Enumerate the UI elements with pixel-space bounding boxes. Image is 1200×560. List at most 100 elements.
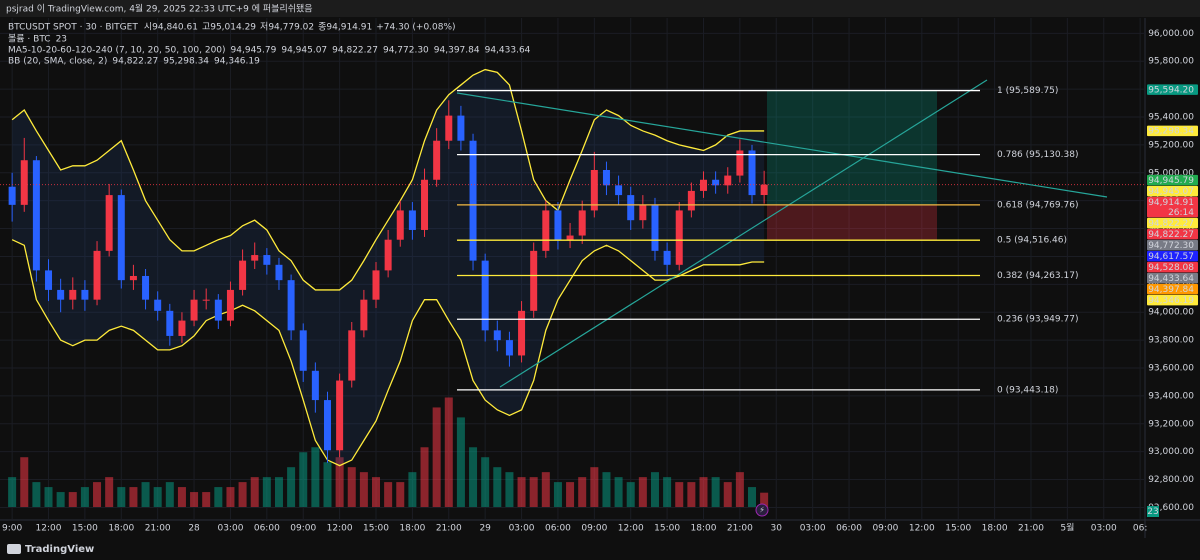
- candle-body: [627, 195, 635, 221]
- price-badge-label: 94,945.79: [1148, 176, 1194, 186]
- axes: 96,000.0095,800.0095,600.0095,400.0095,2…: [2, 29, 1198, 534]
- price-badge: [1147, 125, 1198, 137]
- candle-body: [445, 115, 453, 141]
- x-tick-label: 15:00: [654, 524, 680, 534]
- price-badge-label: 94,346.19: [1148, 296, 1194, 306]
- legend-text: +74.30 (+0.08%): [376, 23, 455, 33]
- volume-bar: [748, 487, 757, 507]
- candle-body: [117, 195, 125, 281]
- volume-bar: [529, 477, 538, 507]
- volume-bar: [687, 482, 696, 507]
- volume-bar: [456, 417, 465, 507]
- x-tick-label: 12:00: [909, 524, 935, 534]
- candle-body: [8, 186, 16, 205]
- fib-label: 0.5 (94,516.46): [997, 236, 1067, 246]
- x-tick-label: 28: [188, 524, 200, 534]
- candle-body: [566, 235, 574, 240]
- x-tick-label: 21:00: [727, 524, 753, 534]
- x-tick-label: 30: [771, 524, 783, 534]
- x-tick-label: 5월: [1060, 522, 1074, 534]
- candle-body: [311, 370, 319, 401]
- candle-body: [323, 400, 331, 451]
- price-badge-label: 94,772.30: [1148, 241, 1194, 251]
- price-badge-label: 94,397.84: [1148, 285, 1194, 295]
- x-tick-label: 09:00: [290, 524, 316, 534]
- candle-body: [712, 179, 720, 186]
- volume-bar: [505, 472, 514, 507]
- volume-bar: [699, 477, 708, 507]
- candle-body: [202, 299, 210, 301]
- volume-bar: [347, 467, 356, 507]
- x-tick-label: 21:00: [1018, 524, 1044, 534]
- legend-text: BTCUSDT SPOT · 30 · BITGET: [8, 23, 138, 33]
- y-tick-label: 94,000.00: [1148, 308, 1194, 318]
- fib-label: 0 (93,443.18): [997, 385, 1058, 395]
- volume-bar: [141, 482, 150, 507]
- legend-text: 종: [318, 22, 326, 33]
- candle-body: [699, 179, 707, 191]
- y-tick-label: 95,200.00: [1148, 140, 1194, 150]
- volume-bar: [20, 457, 29, 507]
- legend-text: 저: [260, 22, 268, 33]
- candle-body: [20, 160, 28, 205]
- candle-body: [142, 275, 150, 300]
- x-tick-label: 06:00: [254, 524, 280, 534]
- volume-bar: [553, 482, 562, 507]
- candle-body: [263, 255, 271, 265]
- volume-bar: [214, 487, 223, 507]
- x-tick-label: 03:00: [800, 524, 826, 534]
- legend-text: 94,433.64: [485, 46, 531, 56]
- position-loss: [767, 205, 937, 240]
- price-badge-label: 94,822.27: [1148, 230, 1194, 240]
- candle-body: [166, 310, 174, 336]
- brand-logo: [7, 544, 21, 554]
- y-tick-label: 93,000.00: [1148, 447, 1194, 457]
- candle-body: [214, 299, 222, 321]
- candle-body: [226, 289, 234, 321]
- volume-bar: [68, 492, 77, 507]
- alert-icon[interactable]: [755, 503, 769, 517]
- y-tick-label: 95,000.00: [1148, 168, 1194, 178]
- volume-bar: [262, 477, 271, 507]
- x-tick-label: 18:00: [399, 524, 425, 534]
- candle-body: [190, 299, 198, 321]
- price-badge: [1147, 250, 1198, 262]
- volume-bar: [444, 397, 453, 507]
- candle-body: [542, 210, 550, 251]
- volume-bar: [578, 477, 587, 507]
- x-tick-label: 21:00: [145, 524, 171, 534]
- legend-text: 95,298.34: [163, 57, 209, 67]
- legend-text: 94,945.79: [231, 46, 277, 56]
- candle-body: [760, 184, 768, 196]
- y-tick-label: 93,600.00: [1148, 364, 1194, 374]
- volume-bar: [287, 467, 296, 507]
- candle-body: [275, 264, 283, 281]
- legend-text: 95,014.29: [210, 23, 256, 33]
- price-badge: [1147, 217, 1198, 229]
- price-badge-label: 94,433.64: [1148, 274, 1194, 284]
- volume-bar: [56, 492, 65, 507]
- legend-text: MA5-10-20-60-120-240 (7, 10, 20, 50, 100…: [8, 46, 226, 56]
- legend-text: 시: [144, 22, 152, 33]
- candle-body: [178, 320, 186, 336]
- volume-bar: [153, 487, 162, 507]
- candle-body: [384, 239, 392, 271]
- candle-body: [69, 289, 77, 300]
- volume-bar: [675, 482, 684, 507]
- candle-body: [748, 150, 756, 196]
- plot: [0, 68, 1145, 507]
- price-badge-label: 94,914.91: [1148, 198, 1194, 208]
- volume-bar: [432, 407, 441, 507]
- candle-body: [81, 289, 89, 300]
- trend-line: [456, 92, 1108, 198]
- price-badge: [1147, 283, 1198, 295]
- x-tick-label: 18:00: [108, 524, 134, 534]
- candle-body: [129, 275, 137, 281]
- volume-bar: [238, 482, 247, 507]
- alert-glyph: ⚡: [759, 506, 765, 515]
- top-bar: [0, 0, 1200, 17]
- volume-bar: [8, 477, 17, 507]
- y-tick-label: 95,800.00: [1148, 57, 1194, 67]
